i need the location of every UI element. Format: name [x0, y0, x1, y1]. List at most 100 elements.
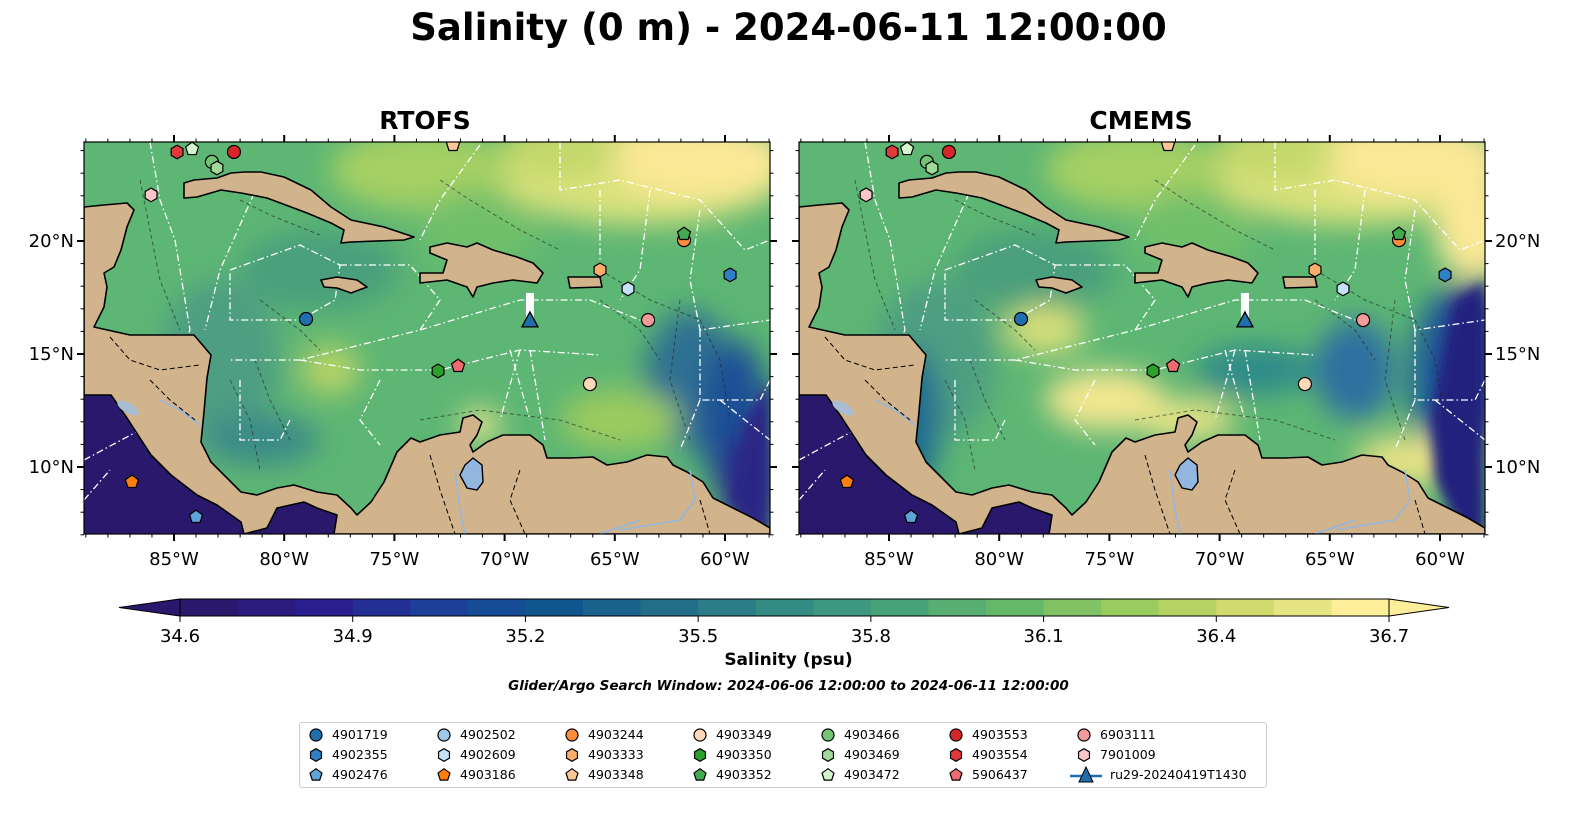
legend-item: 4902609	[436, 745, 516, 764]
legend-label: 4903349	[716, 727, 772, 742]
legend-marker-icon	[309, 727, 323, 742]
platform-marker-4903350[interactable]	[1146, 363, 1160, 379]
platform-marker-4903348[interactable]	[445, 138, 461, 152]
platform-marker-4903348[interactable]	[1160, 138, 1176, 152]
country-border	[1144, 454, 1171, 534]
bathymetry-contour	[254, 359, 291, 441]
circle-icon	[437, 727, 451, 742]
platform-marker-4902476[interactable]	[903, 509, 919, 524]
platform-marker-4903333[interactable]	[593, 262, 607, 278]
colorbar-label: Salinity (psu)	[724, 650, 853, 670]
colorbar-bin	[180, 599, 239, 616]
platform-marker-4903350[interactable]	[431, 363, 445, 379]
legend-label: 7901009	[1100, 747, 1156, 762]
colorbar-tick-label: 36.1	[1024, 626, 1064, 647]
legend-label: 4903472	[844, 767, 900, 782]
glider-marker-ru29-20240419T1430[interactable]	[520, 310, 540, 328]
bathymetry-contour	[259, 299, 321, 351]
colorbar-bin	[525, 599, 584, 616]
legend-marker-icon	[949, 767, 963, 781]
platform-marker-4903554[interactable]	[170, 144, 184, 160]
colorbar-bin	[1043, 599, 1102, 616]
platform-marker-4902609[interactable]	[1336, 281, 1350, 297]
glider-marker-ru29-20240419T1430[interactable]	[1235, 310, 1255, 328]
platform-marker-4903554[interactable]	[885, 144, 899, 160]
eez-boundary	[945, 264, 1156, 361]
platform-marker-4902355[interactable]	[723, 267, 737, 283]
lat-tick-label: 15°N	[1495, 344, 1540, 365]
legend-item: 7901009	[1076, 745, 1156, 764]
eez-boundary	[149, 142, 191, 381]
pentagon-icon	[821, 767, 835, 781]
platform-marker-4903186[interactable]	[124, 474, 140, 489]
river	[874, 399, 916, 426]
legend-marker-icon	[565, 767, 579, 781]
pentagon-icon	[437, 767, 451, 781]
platform-marker-4903469[interactable]	[210, 160, 224, 176]
legend-item: 4903244	[564, 725, 644, 744]
colorbar-frame	[179, 598, 1390, 617]
platform-marker-4901719[interactable]	[298, 311, 314, 327]
lake-nicaragua	[117, 400, 139, 416]
eez-boundary	[1214, 349, 1236, 421]
hexagon-icon	[1077, 747, 1091, 762]
country-border	[824, 336, 916, 371]
platform-marker-4902609[interactable]	[621, 281, 635, 297]
salinity-patch	[1435, 180, 1485, 280]
land-hispaniola	[1134, 242, 1259, 298]
platform-marker-7901009[interactable]	[859, 187, 873, 203]
eez-boundary	[1274, 142, 1485, 251]
platform-marker-4903349[interactable]	[582, 376, 597, 392]
country-border	[864, 379, 911, 421]
eez-boundary	[1404, 209, 1485, 331]
platform-marker-4903553[interactable]	[226, 144, 242, 160]
legend-label: 4903352	[716, 767, 772, 782]
colorbar-bin	[1273, 599, 1332, 616]
land-cuba	[898, 171, 1130, 244]
glider-track	[1240, 292, 1249, 322]
platform-marker-4903472[interactable]	[899, 142, 915, 156]
lat-tick-label: 10°N	[29, 457, 74, 478]
platform-marker-5906437[interactable]	[450, 358, 466, 373]
legend-marker-icon	[437, 727, 451, 742]
eez-boundary	[230, 264, 441, 361]
platform-marker-4903349[interactable]	[1297, 376, 1312, 392]
hexagon-icon	[565, 747, 579, 762]
platform-marker-6903111[interactable]	[640, 313, 656, 328]
legend-item: 4903554	[948, 745, 1028, 764]
platform-marker-4903333[interactable]	[1308, 262, 1322, 278]
legend-item: 4903472	[820, 765, 900, 784]
river	[454, 469, 466, 534]
platform-marker-4903352[interactable]	[1391, 226, 1407, 241]
lon-tick-label: 80°W	[974, 549, 1024, 570]
colorbar-bin	[1158, 599, 1217, 616]
eez-boundary	[799, 469, 826, 501]
platform-marker-4903352[interactable]	[676, 226, 692, 241]
colorbar-tick-label: 36.7	[1369, 626, 1409, 647]
platform-marker-6903111[interactable]	[1355, 313, 1371, 328]
colorbar-bin	[1331, 599, 1390, 616]
circle-icon	[693, 727, 707, 742]
platform-marker-4901719[interactable]	[1013, 311, 1029, 327]
platform-marker-4903472[interactable]	[184, 142, 200, 156]
map-content	[84, 138, 770, 534]
platform-marker-4903553[interactable]	[941, 144, 957, 160]
colorbar-extend-min	[118, 598, 181, 617]
colorbar: 34.6 34.9 35.2 35.5 35.8 36.1 36.4 36.7	[118, 598, 1450, 647]
bathymetry-contour	[1154, 179, 1276, 251]
hexagon-icon	[693, 747, 707, 762]
platform-marker-4903186[interactable]	[839, 474, 855, 489]
legend-label: 4902355	[332, 747, 388, 762]
platform-marker-4902476[interactable]	[188, 509, 204, 524]
legend-marker-icon	[821, 747, 835, 762]
platform-marker-4902355[interactable]	[1438, 267, 1452, 283]
platform-marker-4903469[interactable]	[925, 160, 939, 176]
salinity-patch	[240, 230, 400, 310]
platform-marker-5906437[interactable]	[1165, 358, 1181, 373]
platform-marker-7901009[interactable]	[144, 187, 158, 203]
lat-tick-label: 10°N	[1495, 457, 1540, 478]
legend-label: 4903553	[972, 727, 1028, 742]
colorbar-bin	[813, 599, 872, 616]
legend-item: ru29-20240419T1430	[1070, 765, 1247, 784]
